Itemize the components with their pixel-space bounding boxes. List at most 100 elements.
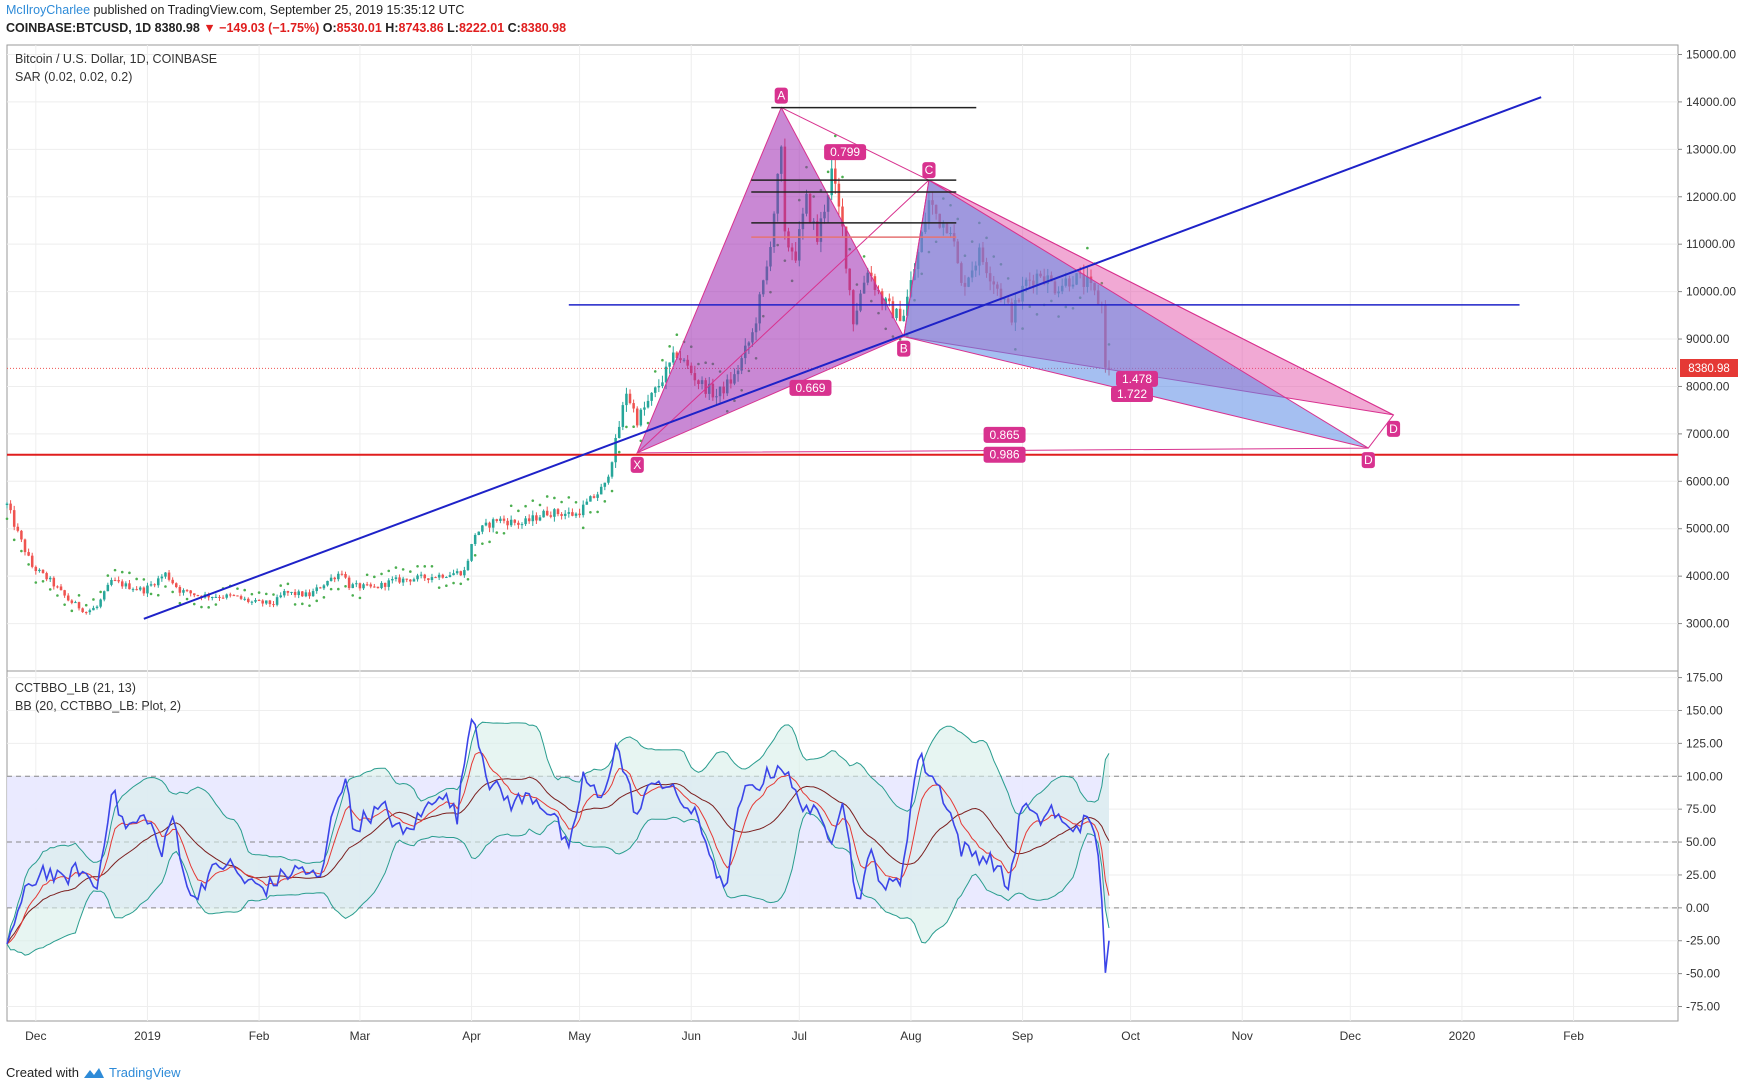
x-tick-label: Feb [249, 1029, 270, 1043]
candle-body [70, 600, 74, 603]
sar-dot [142, 578, 146, 581]
candle-body [329, 577, 333, 581]
last-price-tag [1680, 359, 1738, 377]
sar-dot [344, 584, 347, 588]
candle-body [895, 308, 898, 319]
candle-body [625, 393, 628, 406]
y-tick-label: 13000.00 [1686, 142, 1736, 156]
candle-body [182, 590, 185, 593]
x-tick-label: Apr [462, 1029, 481, 1043]
osc-tick-label: 0.00 [1686, 901, 1710, 915]
candle-body [452, 573, 455, 576]
sar-dot [423, 565, 427, 568]
candle-body [639, 409, 643, 426]
candle-body [30, 555, 34, 567]
bb-fill [7, 722, 1109, 956]
x-tick-label: Sep [1012, 1029, 1034, 1043]
candle-body [635, 408, 639, 426]
candle-body [41, 569, 45, 574]
point-label-a-bg [774, 87, 788, 104]
candle-body [560, 514, 563, 516]
candle-body [585, 501, 589, 505]
osc-tick-label: 50.00 [1686, 835, 1716, 849]
candle-body [124, 583, 128, 587]
candle-body [196, 595, 200, 597]
sar-dot [264, 592, 268, 596]
y-tick-label: 6000.00 [1686, 474, 1730, 488]
candle-body [430, 577, 434, 581]
sar-dot [1086, 246, 1089, 250]
candle-body [221, 597, 225, 599]
ratio-label-xd1: 0.865 [990, 428, 1020, 442]
candle-body [23, 539, 27, 553]
sar-dot [538, 503, 542, 507]
header-line: McIlroyCharlee published on TradingView.… [6, 3, 464, 17]
candle-body [592, 496, 596, 498]
candle-body [621, 405, 625, 427]
open-value: 8530.01 [337, 21, 382, 35]
y-tick-label: 14000.00 [1686, 95, 1736, 109]
candle-body [473, 534, 477, 545]
candle-body [830, 168, 833, 196]
price-pane [5, 134, 1678, 615]
candle-body [66, 595, 70, 601]
candle-body [236, 595, 239, 597]
created-with-label: Created with [6, 1065, 79, 1080]
sar-dot [416, 564, 419, 568]
candle-body [671, 352, 675, 363]
candle-body [488, 522, 491, 528]
candle-body [434, 577, 437, 579]
candle-body [455, 571, 459, 574]
candle-body [405, 578, 409, 580]
candle-body [668, 362, 671, 367]
sar-dot [841, 175, 844, 179]
point-label-a: A [777, 89, 785, 103]
osc-tick-label: -75.00 [1686, 1000, 1720, 1014]
candle-body [279, 595, 282, 598]
candle-body [524, 518, 527, 525]
candle-body [9, 503, 12, 511]
candle-body [380, 582, 383, 589]
candle-body [20, 530, 23, 540]
sar-dot [675, 333, 679, 336]
sar-dot [833, 134, 837, 138]
tradingview-link[interactable]: TradingView [108, 1065, 181, 1080]
candle-body [106, 584, 110, 592]
candle-body [589, 496, 592, 502]
candle-body [56, 586, 59, 588]
candle-body [250, 601, 254, 603]
sar-dot [358, 596, 362, 600]
published-text: published on TradingView.com, September … [90, 3, 464, 17]
candle-body [301, 591, 304, 597]
sar-dot [214, 603, 218, 606]
candle-body [509, 519, 513, 526]
sar-dot [279, 584, 282, 587]
candle-body [653, 387, 657, 393]
sar-dot [99, 590, 102, 594]
candle-body [207, 594, 210, 598]
candle-body [491, 519, 495, 528]
candle-body [322, 585, 326, 589]
point-label-x: X [633, 458, 641, 472]
candle-body [138, 587, 142, 590]
author-link[interactable]: McIlroyCharlee [6, 3, 90, 17]
candle-body [416, 575, 419, 580]
osc-tick-label: -25.00 [1686, 934, 1720, 948]
point-label-d2-bg [1361, 452, 1375, 469]
candle-body [315, 587, 318, 592]
candle-body [365, 584, 369, 586]
candle-body [599, 486, 603, 495]
candle-body [553, 509, 556, 517]
point-label-d2: D [1364, 453, 1373, 467]
candle-body [110, 579, 113, 585]
candle-body [581, 504, 585, 516]
candle-body [427, 578, 430, 581]
signal-line [6, 751, 1110, 945]
close-label: C: [508, 21, 521, 35]
candle-body [373, 586, 376, 588]
candle-body [888, 298, 891, 302]
harmonic-bcd-alt-triangle [903, 179, 1369, 449]
candle-body [657, 385, 661, 388]
candle-body [48, 577, 52, 580]
